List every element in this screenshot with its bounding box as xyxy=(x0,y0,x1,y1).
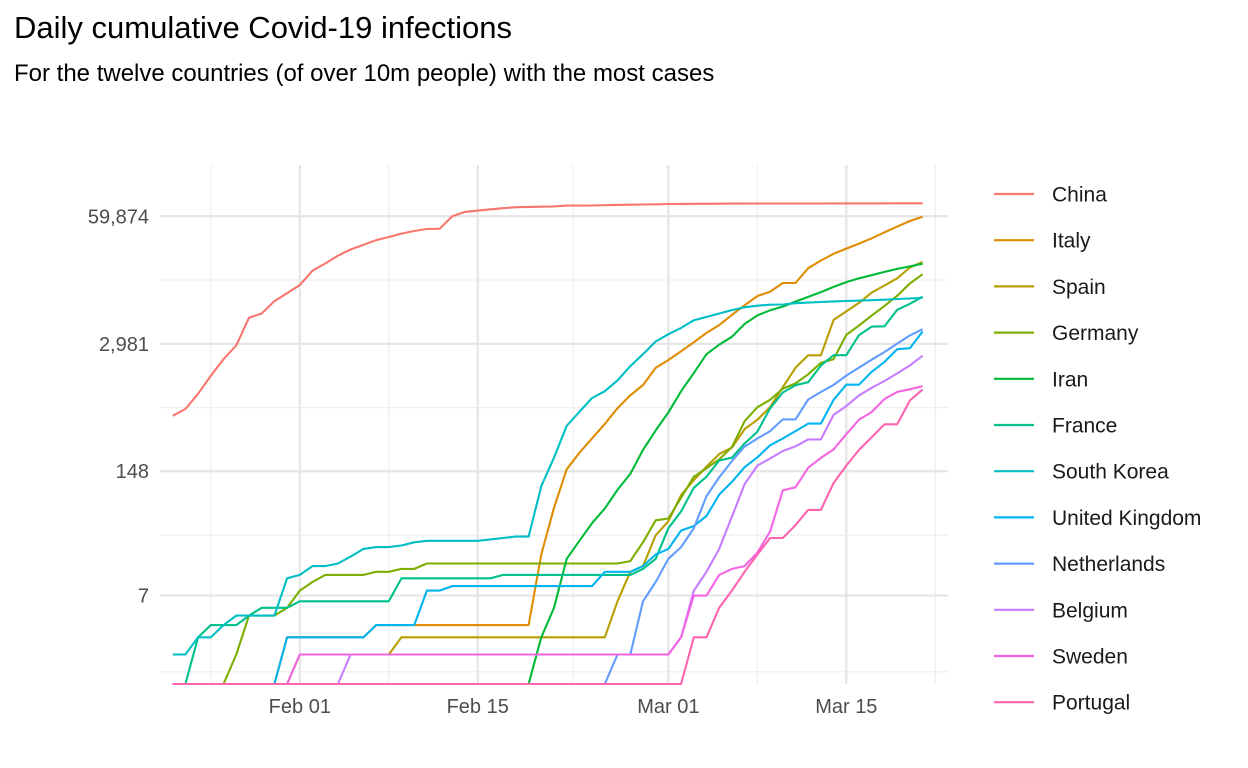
series-line-netherlands xyxy=(172,328,924,686)
legend: China Italy Spain Germany Iran France South Ko… xyxy=(994,184,1201,715)
grid-lines xyxy=(160,165,948,684)
chart-subtitle: For the twelve countries (of over 10m pe… xyxy=(14,60,715,87)
series-line-france xyxy=(172,295,924,686)
legend-label: Italy xyxy=(1052,230,1091,253)
legend-label: Iran xyxy=(1052,368,1088,391)
x-tick-label: Mar 01 xyxy=(637,696,699,718)
series-line-united-kingdom xyxy=(172,330,924,686)
series-line-china xyxy=(172,202,923,417)
series-line-south-korea xyxy=(172,296,923,656)
legend-label: Spain xyxy=(1052,276,1106,299)
series-lines xyxy=(172,202,924,686)
series-line-sweden xyxy=(172,385,923,686)
y-tick-label: 148 xyxy=(116,461,149,483)
legend-label: China xyxy=(1052,184,1107,207)
x-tick-label: Feb 15 xyxy=(447,696,509,718)
legend-label: Portugal xyxy=(1052,692,1130,715)
legend-label: United Kingdom xyxy=(1052,507,1201,530)
chart-title: Daily cumulative Covid-19 infections xyxy=(14,10,512,45)
series-line-belgium xyxy=(172,354,924,686)
x-tick-label: Mar 15 xyxy=(815,696,877,718)
y-tick-label: 59,874 xyxy=(88,206,149,228)
legend-label: Germany xyxy=(1052,322,1139,345)
legend-label: Netherlands xyxy=(1052,553,1165,576)
y-tick-label: 7 xyxy=(138,586,149,608)
series-line-portugal xyxy=(172,388,924,686)
y-axis-ticks: 7 148 2,981 59,874 xyxy=(88,206,149,607)
y-tick-label: 2,981 xyxy=(99,334,149,356)
series-line-italy xyxy=(172,215,923,686)
legend-label: South Korea xyxy=(1052,461,1169,484)
legend-label: Belgium xyxy=(1052,599,1128,622)
x-axis-ticks: Feb 01 Feb 15 Mar 01 Mar 15 xyxy=(269,696,878,718)
series-line-germany xyxy=(172,273,924,686)
x-tick-label: Feb 01 xyxy=(269,696,331,718)
legend-label: Sweden xyxy=(1052,646,1128,669)
legend-label: France xyxy=(1052,415,1117,438)
